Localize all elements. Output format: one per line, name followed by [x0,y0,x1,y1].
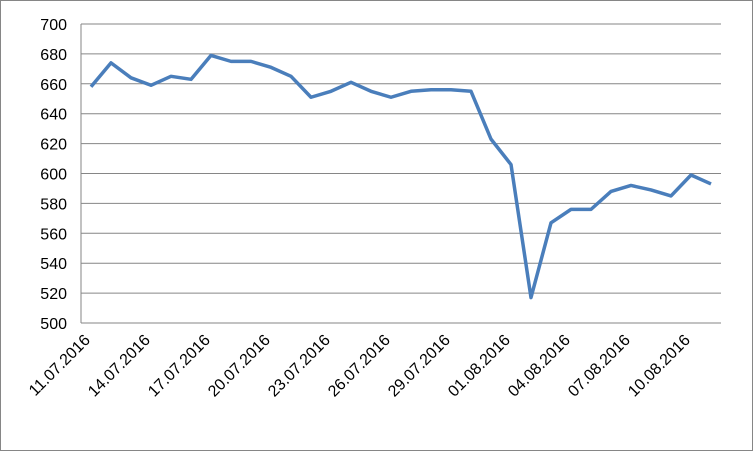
y-tick-label: 520 [40,286,67,303]
y-tick-label: 500 [40,316,67,333]
y-tick-label: 660 [40,77,67,94]
y-tick-label: 680 [40,47,67,64]
y-tick-label: 580 [40,196,67,213]
y-tick-label: 620 [40,137,67,154]
y-tick-label: 700 [40,17,67,34]
data-line [89,53,712,300]
y-tick-label: 540 [40,256,67,273]
y-tick-label: 560 [40,226,67,243]
y-tick-label: 600 [40,167,67,184]
y-tick-label: 640 [40,107,67,124]
